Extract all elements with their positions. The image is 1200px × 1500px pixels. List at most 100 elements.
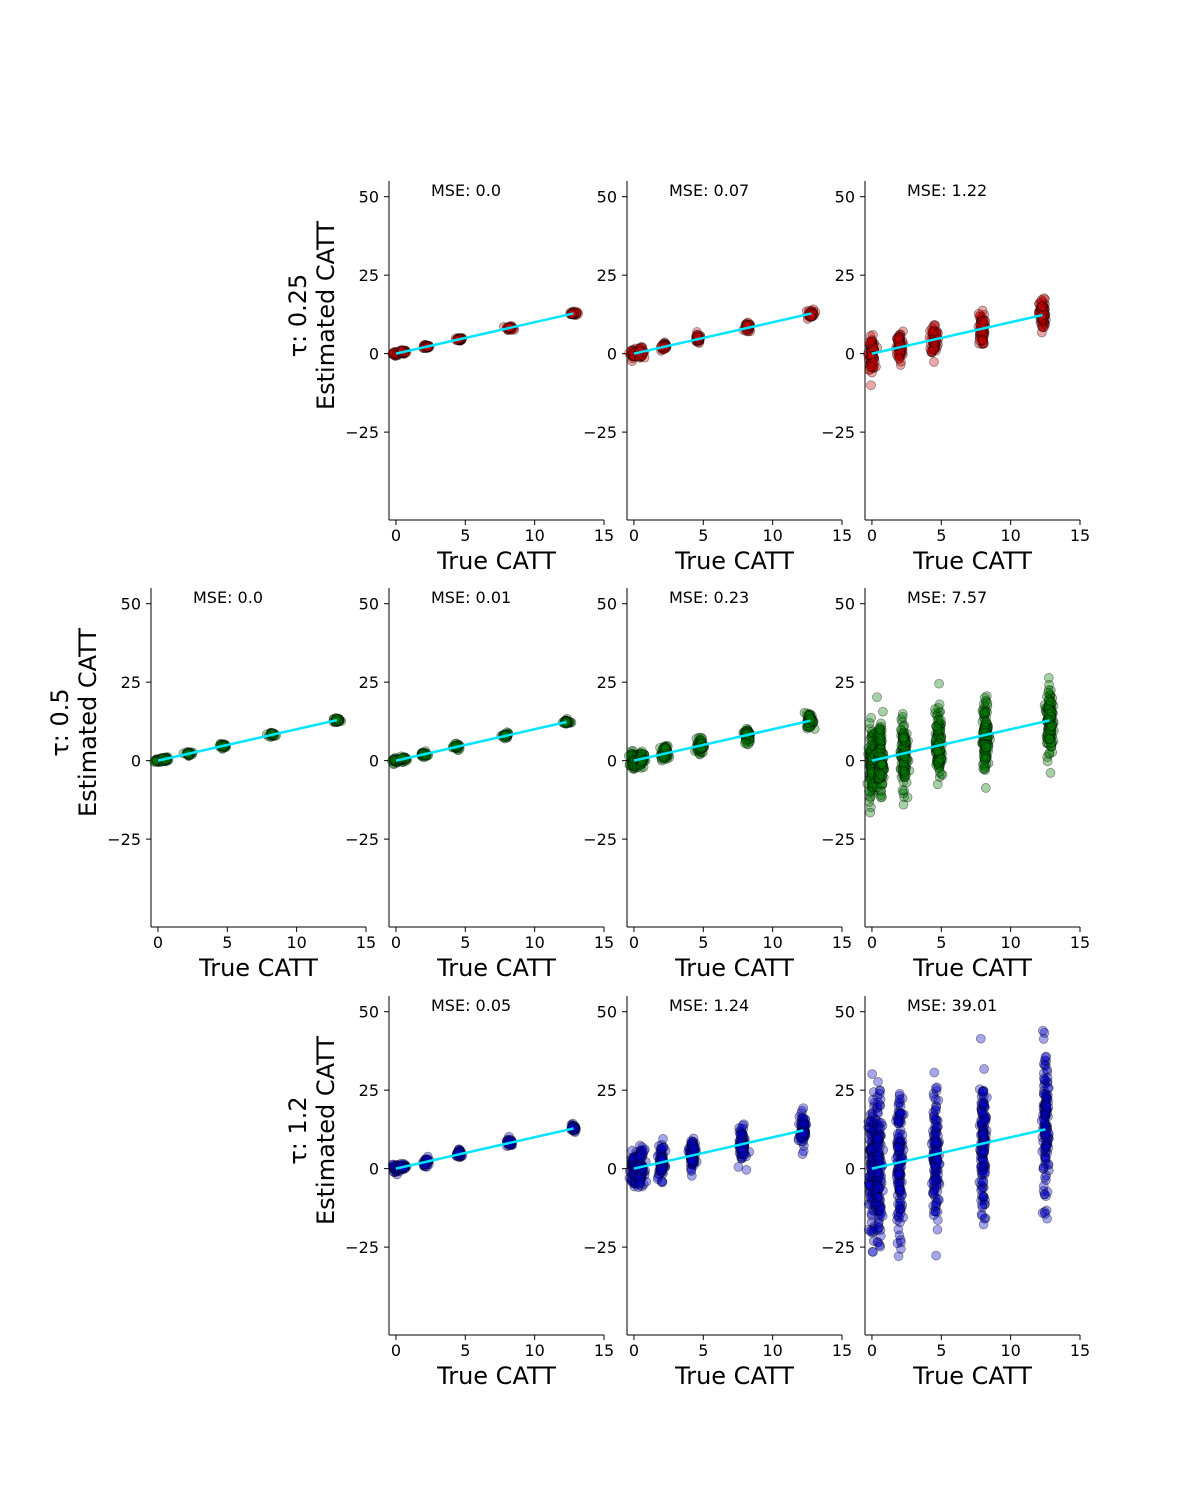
data-point	[896, 1244, 906, 1254]
y-tick-label: −25	[345, 1238, 379, 1257]
y-tick-label: 50	[835, 188, 855, 207]
scatter-points	[624, 1103, 812, 1192]
data-point	[978, 1147, 989, 1157]
x-tick-label: 0	[867, 933, 877, 952]
data-point	[978, 751, 989, 762]
data-point	[1037, 322, 1048, 332]
data-point	[932, 326, 942, 337]
x-tick-label: 5	[460, 933, 470, 952]
data-point	[977, 1107, 987, 1118]
data-point	[936, 715, 946, 726]
data-point	[929, 1067, 940, 1078]
data-point	[976, 314, 987, 325]
data-point	[866, 340, 877, 351]
data-point	[867, 340, 878, 351]
data-point	[868, 363, 879, 373]
x-tick-label: 0	[391, 1341, 401, 1360]
data-point	[867, 359, 877, 370]
data-point	[895, 348, 906, 359]
x-tick-label: 10	[286, 933, 306, 952]
data-point	[929, 326, 940, 337]
data-point	[926, 346, 937, 356]
data-point	[982, 698, 993, 708]
data-point	[927, 328, 938, 339]
data-point	[894, 331, 905, 342]
reference-line	[633, 312, 812, 355]
x-tick-label: 5	[222, 933, 232, 952]
data-point	[1046, 697, 1056, 707]
data-point	[979, 338, 989, 349]
data-point	[741, 1164, 752, 1175]
data-point	[652, 1174, 663, 1184]
data-point	[875, 1241, 886, 1252]
data-point	[864, 359, 875, 369]
panel-r2-c1: 50 25 0 −25 0 5 10 15 True CATT MSE: 0.05 τ: 1.2 Es…	[284, 996, 614, 1390]
mse-annotation: MSE: 1.24	[669, 996, 749, 1015]
x-tick-label: 15	[594, 933, 614, 952]
y-tick-label: 50	[835, 1003, 855, 1022]
data-point	[1047, 721, 1057, 731]
data-point	[975, 310, 986, 321]
y-tick-label: −25	[583, 830, 617, 849]
data-point	[1045, 734, 1055, 745]
data-point	[733, 1162, 744, 1172]
x-axis-label: True CATT	[436, 547, 556, 575]
panel-r1-c3: 50 25 0 −25 0 5 10 15 True CATT MSE: 7.57	[821, 588, 1090, 982]
data-point	[866, 344, 877, 355]
data-point	[866, 335, 877, 345]
x-tick-label: 15	[832, 526, 852, 545]
data-point	[977, 305, 988, 316]
data-point	[875, 768, 885, 779]
data-point	[893, 336, 904, 346]
y-tick-label: −25	[107, 830, 141, 849]
data-point	[1039, 322, 1049, 333]
x-tick-label: 5	[936, 933, 946, 952]
data-point	[928, 343, 939, 354]
data-point	[1042, 1064, 1052, 1075]
data-point	[894, 350, 904, 361]
data-point	[978, 317, 989, 328]
x-axis-label: True CATT	[436, 954, 556, 982]
data-point	[892, 333, 902, 344]
data-point	[867, 367, 877, 378]
data-point	[655, 1144, 666, 1154]
data-point	[867, 337, 878, 348]
reference-line	[633, 719, 811, 762]
data-point	[740, 738, 750, 748]
data-point	[895, 329, 905, 340]
data-point	[897, 785, 908, 796]
mse-annotation: MSE: 0.23	[669, 588, 749, 607]
y-tick-label: −25	[821, 423, 855, 442]
data-point	[868, 360, 879, 371]
data-point	[864, 796, 875, 807]
scatter-points	[863, 1025, 1054, 1262]
data-point	[979, 315, 990, 326]
data-point	[929, 343, 940, 354]
data-point	[865, 342, 876, 353]
data-point	[864, 339, 875, 350]
data-point	[934, 678, 944, 689]
mse-annotation: MSE: 39.01	[907, 996, 997, 1015]
x-tick-label: 0	[629, 1341, 639, 1360]
x-tick-label: 10	[1000, 526, 1020, 545]
data-point	[868, 362, 879, 373]
data-point	[866, 343, 877, 353]
data-point	[892, 333, 903, 344]
data-point	[979, 309, 990, 320]
data-point	[866, 352, 877, 363]
data-point	[930, 320, 941, 331]
y-tick-label: 25	[359, 1081, 379, 1100]
x-tick-label: 5	[460, 1341, 470, 1360]
data-point	[928, 327, 938, 337]
x-tick-label: 15	[356, 933, 376, 952]
data-point	[626, 346, 636, 356]
data-point	[687, 1156, 698, 1167]
panel-r2-c3: 50 25 0 −25 0 5 10 15 True CATT MSE: 39.01	[821, 996, 1090, 1390]
y-tick-label: 25	[121, 673, 141, 692]
data-point	[867, 362, 878, 373]
x-tick-label: 15	[832, 1341, 852, 1360]
scatter-points	[863, 293, 1051, 391]
x-axis-label: True CATT	[674, 1362, 794, 1390]
data-point	[976, 331, 987, 341]
data-point	[866, 336, 876, 347]
